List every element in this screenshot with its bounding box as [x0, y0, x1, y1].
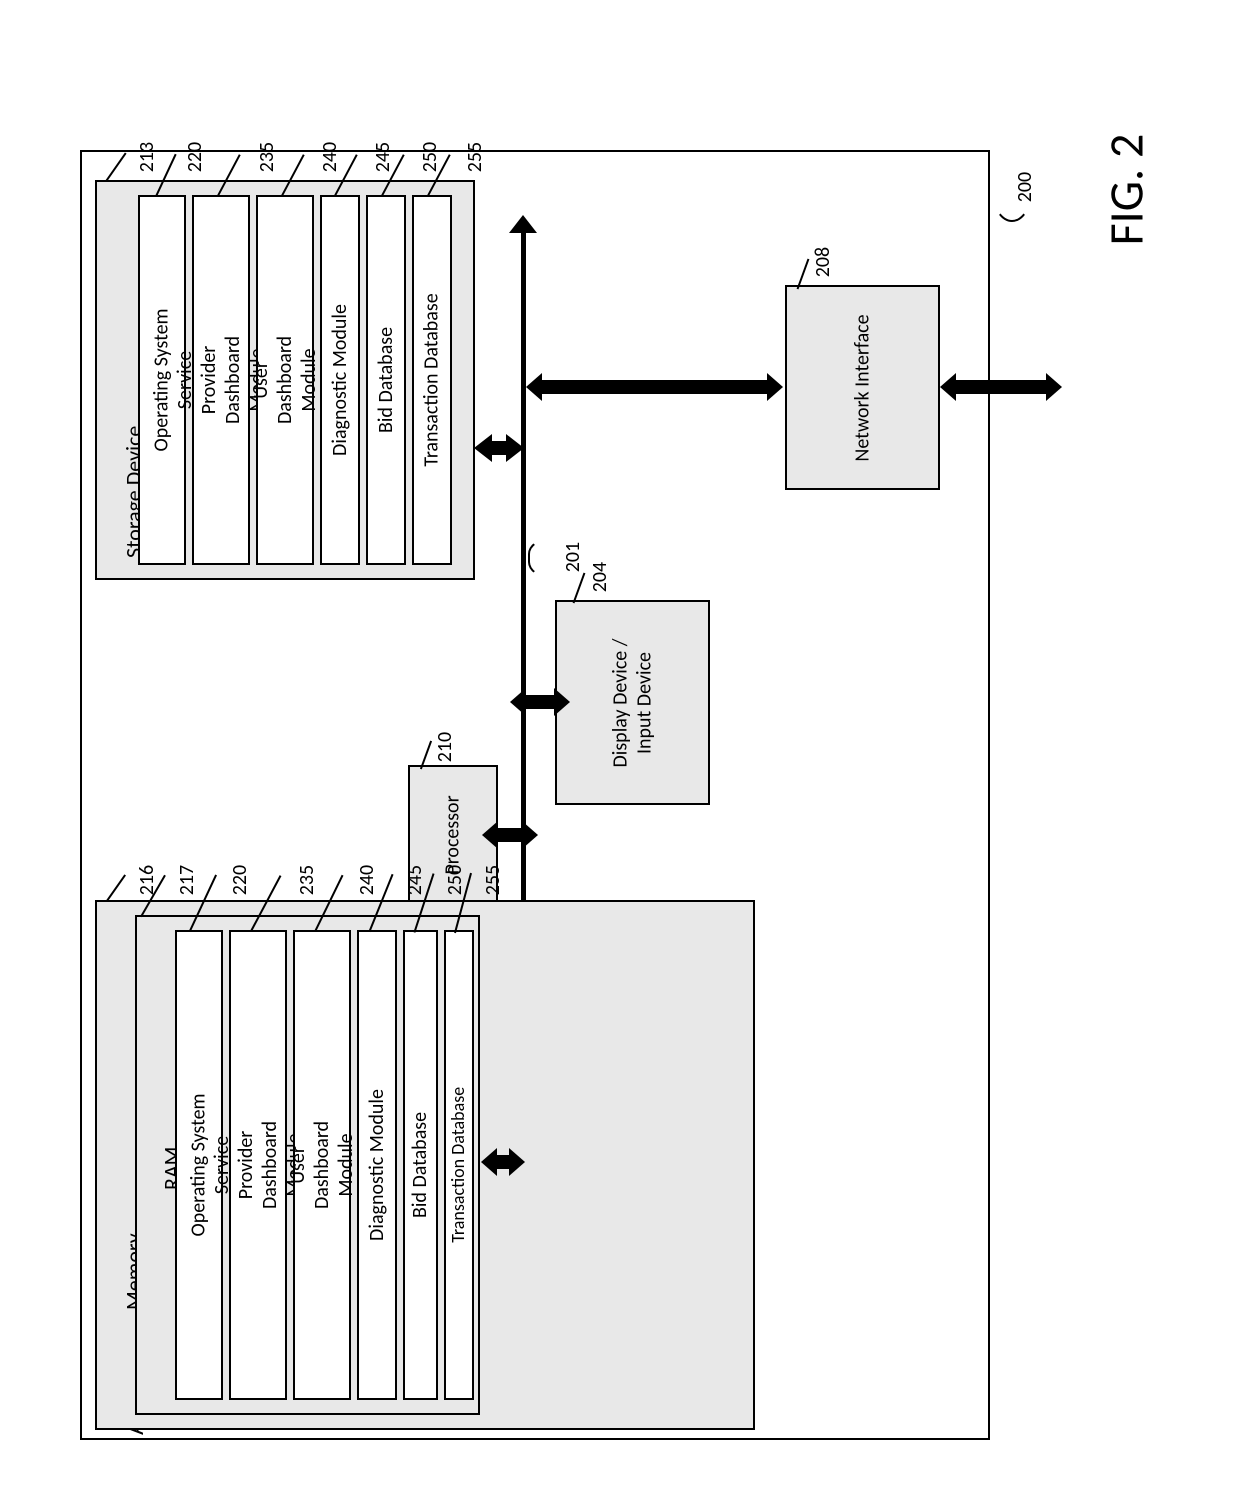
st-txn-box: Transaction Database [412, 195, 452, 565]
ref-217b: 217 [175, 865, 199, 895]
st-ud-box: User Dashboard Module [256, 195, 314, 565]
arrow-storage-bus [492, 441, 506, 455]
st-os-text: Operating System [150, 308, 174, 451]
ref-s245: 245 [371, 142, 395, 172]
st-ud-text: User Dashboard Module [249, 336, 321, 424]
ref-s240: 240 [318, 142, 342, 172]
bus-arrow-top [509, 215, 537, 233]
leader-201 [528, 538, 583, 578]
st-diag-text: Diagnostic Module [328, 304, 352, 456]
mem2-bid: Bid Database [403, 930, 438, 1400]
ref-213: 213 [135, 142, 159, 172]
network-box: Network Interface [785, 285, 940, 490]
mem2-diag: Diagnostic Module [357, 930, 397, 1400]
ref2-220: 220 [228, 865, 252, 895]
ref2-255: 255 [481, 865, 505, 895]
processor-text: Processor [441, 795, 465, 874]
arrow-processor-h [498, 828, 522, 842]
arrow-network-external [956, 380, 1046, 394]
st-txn-text: Transaction Database [420, 293, 444, 466]
st-diag-box: Diagnostic Module [320, 195, 360, 565]
display-text: Display Device / Input Device [609, 627, 657, 778]
ref-210: 210 [433, 732, 457, 762]
st-spd-box: Service Provider Dashboard Module [192, 195, 250, 565]
mem2-os-t: Operating System [187, 1093, 211, 1236]
mem2-txn: Transaction Database [444, 930, 474, 1400]
ref2-250: 250 [443, 865, 467, 895]
ref-204: 204 [588, 562, 612, 592]
ref-s250: 250 [418, 142, 442, 172]
mem2-diag-t: Diagnostic Module [365, 1089, 389, 1241]
mem2-spd: Service Provider Dashboard Module [229, 930, 287, 1400]
ref2-240: 240 [355, 865, 379, 895]
ref-s220: 220 [183, 142, 207, 172]
figure-label: FIG. 2 [1096, 134, 1155, 246]
ref2-245: 245 [403, 865, 427, 895]
ref2-235: 235 [295, 865, 319, 895]
arrow-display-bus [526, 695, 554, 709]
st-bid-text: Bid Database [374, 327, 398, 433]
arrow-memory-bus [497, 1155, 509, 1169]
mem2-bid-t: Bid Database [409, 1112, 433, 1218]
leader-200 [992, 162, 1032, 222]
ref-s255: 255 [463, 142, 487, 172]
mem2-ud-t: User Dashboard Module [286, 1121, 358, 1209]
st-bid-box: Bid Database [366, 195, 406, 565]
mem2-ud: User Dashboard Module [293, 930, 351, 1400]
mem2-txn-t: Transaction Database [448, 1087, 470, 1243]
ref-208: 208 [811, 247, 835, 277]
ref-s235: 235 [255, 142, 279, 172]
arrow-network-bus [542, 380, 767, 394]
display-box: Display Device / Input Device [555, 600, 710, 805]
network-text: Network Interface [850, 314, 874, 461]
